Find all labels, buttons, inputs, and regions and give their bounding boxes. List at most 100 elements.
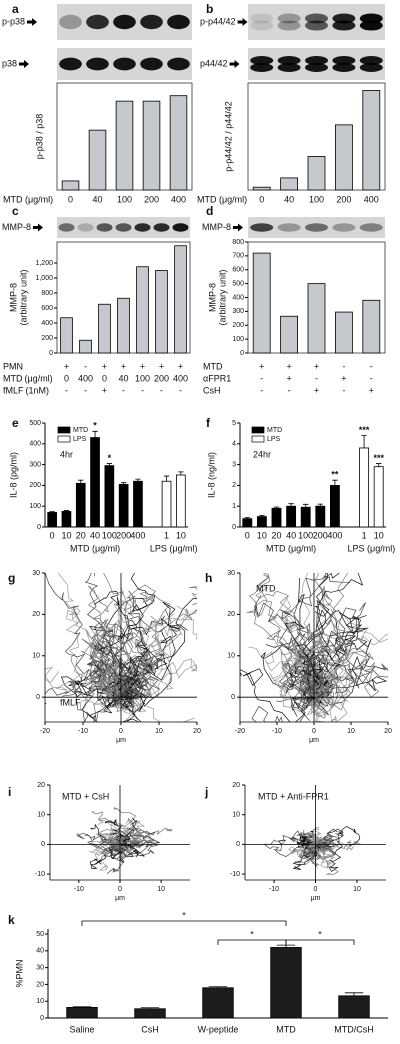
y-tick-label: 800 <box>41 290 53 297</box>
blot-band <box>304 63 329 72</box>
error-bar <box>244 517 251 519</box>
error-bar <box>208 986 228 988</box>
blot-band <box>140 57 163 71</box>
bar <box>252 186 271 191</box>
x-tick-label: 400 <box>130 530 145 540</box>
x-tick-label: 0 <box>312 728 316 735</box>
condition-label: fMLF <box>3 385 24 395</box>
error-bar <box>276 944 296 948</box>
blot-band <box>58 223 75 232</box>
y-tick-label: 200 <box>29 482 41 489</box>
y-tick-label: 10 <box>232 812 240 819</box>
significance-bracket <box>285 939 355 945</box>
panel-label: k <box>8 913 15 927</box>
blot-arrow <box>233 223 243 232</box>
x-tick-label: MTD/CsH <box>334 1024 374 1034</box>
y-tick-label: 50 <box>36 931 44 938</box>
y-tick-label: 1,200 <box>35 260 53 267</box>
y-tick-label: 100 <box>232 336 244 343</box>
x-tick-label: 0 <box>259 194 264 204</box>
panel-text: MTD <box>256 583 276 593</box>
x-tick-label: -10 <box>269 886 279 893</box>
bar <box>335 311 353 354</box>
cell-track <box>312 825 361 847</box>
y-tick-label: 0 <box>236 841 240 848</box>
blot-band <box>304 13 329 24</box>
x-tick-label: -10 <box>272 728 282 735</box>
panel-label: d <box>206 204 213 218</box>
condition-value: + <box>369 385 374 395</box>
x-tick-label: MTD <box>276 1024 296 1034</box>
blot-band <box>167 14 190 30</box>
y-tick-label: 100 <box>29 503 41 510</box>
error-bar <box>140 1007 160 1009</box>
cell-track <box>106 844 129 874</box>
bar <box>252 252 271 354</box>
blot-label: p38 <box>2 58 17 68</box>
cell-track <box>314 602 366 695</box>
condition-value: 200 <box>154 373 169 383</box>
bar <box>104 465 115 528</box>
blot-band <box>140 14 163 30</box>
tracks <box>263 825 361 876</box>
cell-track <box>119 836 156 847</box>
y-tick-label: 400 <box>29 441 41 448</box>
y-tick-label: 200 <box>41 335 53 342</box>
significance: *** <box>359 425 370 435</box>
bar <box>373 466 384 528</box>
bar <box>315 505 326 528</box>
y-tick-label: 20 <box>227 611 235 618</box>
y-tick-label: 700 <box>232 253 244 260</box>
y-tick-label: 4 <box>232 441 236 448</box>
bar <box>362 299 381 354</box>
panel-text: MTD + Anti-FPR1 <box>258 791 329 801</box>
x-tick-label: 400 <box>327 530 342 540</box>
bar <box>176 474 186 528</box>
blot-band <box>277 223 301 232</box>
blot-band <box>250 20 274 31</box>
cell-track <box>117 619 163 697</box>
cell-track <box>312 635 345 711</box>
condition-value: 0 <box>64 373 69 383</box>
panel-label: h <box>205 571 212 585</box>
error-bar <box>92 430 98 438</box>
y-tick-label: 20 <box>32 611 40 618</box>
panel-title: 24hr <box>253 449 271 459</box>
cell-track <box>302 573 364 694</box>
bar <box>90 437 100 528</box>
cell-track <box>119 590 166 700</box>
y-tick-label: 0 <box>41 841 45 848</box>
panel-label: b <box>206 2 213 16</box>
cell-track <box>269 665 315 713</box>
bar <box>307 283 326 354</box>
blot-arrow <box>19 60 30 68</box>
significance: ** <box>331 470 339 480</box>
x-tick-label: 200 <box>144 194 159 204</box>
x-tick-label: 20 <box>193 728 201 735</box>
y-tick-label: 800 <box>232 239 244 246</box>
blot-band <box>167 57 190 71</box>
error-bar <box>106 463 113 466</box>
bar <box>136 266 149 354</box>
cell-track <box>120 584 156 699</box>
bar <box>98 303 111 354</box>
condition-value: 400 <box>173 373 188 383</box>
x-tick-label: 0 <box>68 194 73 204</box>
blot-band <box>59 14 82 30</box>
condition-value: - <box>122 385 125 395</box>
cell-track <box>316 828 344 844</box>
x-tick-label: 40 <box>92 194 102 204</box>
x-tick-label: 40 <box>90 530 100 540</box>
cell-track <box>307 608 358 707</box>
y-tick-label: 300 <box>232 308 244 315</box>
y-tick-label: 30 <box>36 964 44 971</box>
blot-arrow <box>229 60 240 68</box>
cell-track <box>303 665 388 711</box>
x-tick-label: 40 <box>286 530 296 540</box>
condition-value: - <box>260 373 263 383</box>
blot-label: MMP-8 <box>2 222 31 232</box>
condition-value: - <box>315 373 318 383</box>
x-tick-label: 10 <box>61 530 71 540</box>
x-tick-label: 1 <box>362 530 367 540</box>
y-tick-label: 500 <box>29 420 41 427</box>
